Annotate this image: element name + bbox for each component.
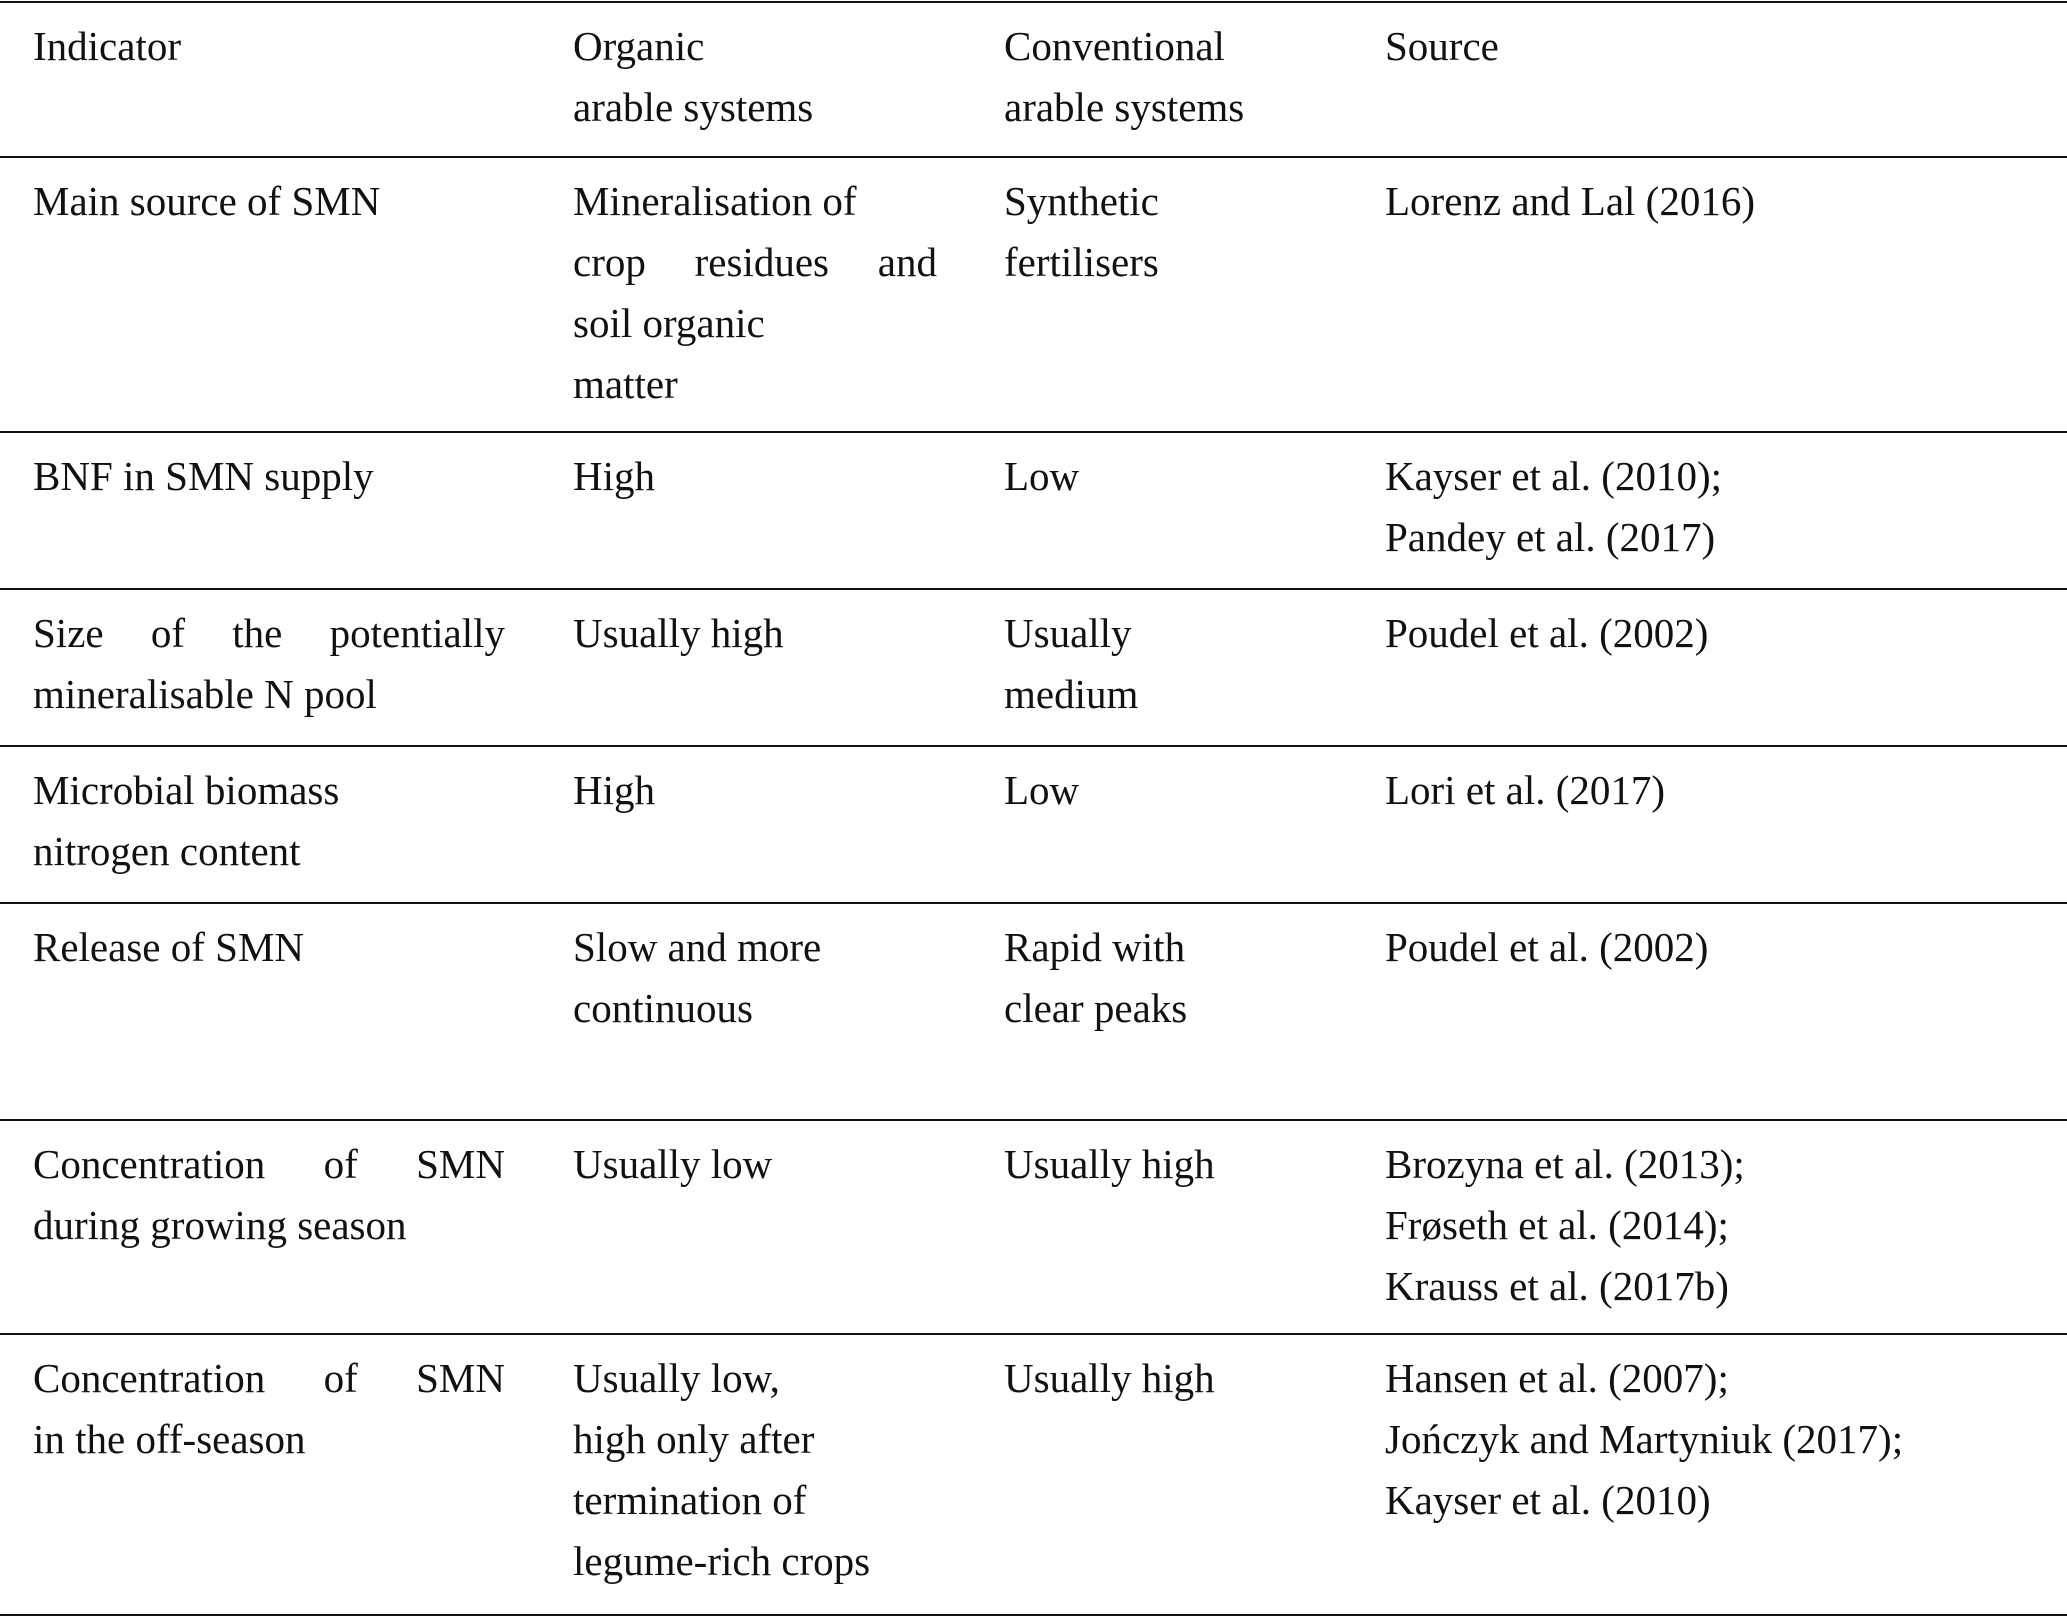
cell-source: Poudel et al. (2002) bbox=[1385, 917, 2045, 978]
cell-conventional: Low bbox=[1004, 446, 1304, 507]
top-rule bbox=[0, 1, 2067, 3]
cell-line: Mineralisation of bbox=[573, 178, 857, 224]
cell-organic: High bbox=[573, 760, 937, 821]
cell-line: Lorenz and Lal (2016) bbox=[1385, 178, 1755, 224]
cell-line: Frøseth et al. (2014); bbox=[1385, 1202, 1729, 1248]
cell-line: Rapid with bbox=[1004, 924, 1186, 970]
cell-line: matter bbox=[573, 361, 678, 407]
header-rule bbox=[0, 156, 2067, 158]
cell-line: Concentration of SMN bbox=[33, 1141, 505, 1187]
cell-line: Concentration of SMN bbox=[33, 1355, 505, 1401]
row-divider bbox=[0, 588, 2067, 590]
cell-organic: Slow and more continuous bbox=[573, 917, 937, 1039]
cell-line: Krauss et al. (2017b) bbox=[1385, 1263, 1729, 1309]
cell-line: Release of SMN bbox=[33, 924, 305, 970]
cell-line: Poudel et al. (2002) bbox=[1385, 924, 1709, 970]
cell-line: fertilisers bbox=[1004, 239, 1159, 285]
cell-conventional: Synthetic fertilisers bbox=[1004, 171, 1304, 293]
cell-line: Indicator bbox=[33, 23, 181, 69]
cell-line: Source bbox=[1385, 23, 1499, 69]
cell-indicator: Release of SMN bbox=[33, 917, 505, 978]
cell-line: high only after bbox=[573, 1416, 815, 1462]
cell-line: High bbox=[573, 767, 655, 813]
cell-organic: Mineralisation of crop residues and soil o… bbox=[573, 171, 937, 415]
cell-source: Brozyna et al. (2013); Frøseth et al. (20… bbox=[1385, 1134, 2045, 1317]
header-source: Source bbox=[1385, 16, 2045, 77]
cell-source: Poudel et al. (2002) bbox=[1385, 603, 2045, 664]
cell-line: Conventional bbox=[1004, 23, 1225, 69]
cell-indicator: Concentration of SMN in the off-season bbox=[33, 1348, 505, 1470]
cell-line: Usually low bbox=[573, 1141, 773, 1187]
cell-line: Low bbox=[1004, 453, 1080, 499]
cell-line: clear peaks bbox=[1004, 985, 1188, 1031]
row-divider bbox=[0, 902, 2067, 904]
cell-organic: Usually low, high only after termination o… bbox=[573, 1348, 937, 1592]
cell-indicator: Size of the potentially mineralisable N p… bbox=[33, 603, 505, 725]
cell-line: mineralisable N pool bbox=[33, 671, 377, 717]
cell-conventional: Rapid with clear peaks bbox=[1004, 917, 1304, 1039]
cell-line: Usually high bbox=[573, 610, 784, 656]
cell-line: arable systems bbox=[573, 84, 814, 130]
cell-conventional: Usually high bbox=[1004, 1134, 1304, 1195]
cell-line: nitrogen content bbox=[33, 828, 301, 874]
header-conventional: Conventional arable systems bbox=[1004, 16, 1304, 138]
cell-line: Usually high bbox=[1004, 1141, 1215, 1187]
cell-line: legume-rich crops bbox=[573, 1538, 871, 1584]
cell-line: Poudel et al. (2002) bbox=[1385, 610, 1709, 656]
header-organic: Organic arable systems bbox=[573, 16, 937, 138]
cell-line: Hansen et al. (2007); bbox=[1385, 1355, 1729, 1401]
cell-indicator: Main source of SMN bbox=[33, 171, 505, 232]
cell-line: Jończyk and Martyniuk (2017); bbox=[1385, 1416, 1904, 1462]
cell-organic: Usually high bbox=[573, 603, 937, 664]
cell-organic: High bbox=[573, 446, 937, 507]
row-divider bbox=[0, 745, 2067, 747]
cell-line: Usually low, bbox=[573, 1355, 780, 1401]
cell-line: Usually bbox=[1004, 610, 1132, 656]
cell-line: crop residues and bbox=[573, 239, 937, 285]
cell-line: Organic bbox=[573, 23, 705, 69]
cell-line: Size of the potentially bbox=[33, 610, 505, 656]
cell-line: medium bbox=[1004, 671, 1139, 717]
cell-line: Lori et al. (2017) bbox=[1385, 767, 1666, 813]
cell-line: Kayser et al. (2010) bbox=[1385, 1477, 1711, 1523]
cell-indicator: Microbial biomass nitrogen content bbox=[33, 760, 505, 882]
cell-indicator: Concentration of SMN during growing seaso… bbox=[33, 1134, 505, 1256]
cell-conventional: Low bbox=[1004, 760, 1304, 821]
cell-organic: Usually low bbox=[573, 1134, 937, 1195]
row-divider bbox=[0, 1333, 2067, 1335]
row-divider bbox=[0, 431, 2067, 433]
cell-line: Slow and more bbox=[573, 924, 822, 970]
cell-line: during growing season bbox=[33, 1202, 407, 1248]
cell-line: continuous bbox=[573, 985, 753, 1031]
cell-line: BNF in SMN supply bbox=[33, 453, 374, 499]
cell-line: Brozyna et al. (2013); bbox=[1385, 1141, 1745, 1187]
cell-line: Usually high bbox=[1004, 1355, 1215, 1401]
cell-line: Kayser et al. (2010); bbox=[1385, 453, 1722, 499]
cell-conventional: Usually high bbox=[1004, 1348, 1304, 1409]
cell-line: in the off-season bbox=[33, 1416, 306, 1462]
cell-indicator: BNF in SMN supply bbox=[33, 446, 505, 507]
cell-line: Microbial biomass bbox=[33, 767, 340, 813]
cell-line: Low bbox=[1004, 767, 1080, 813]
cell-line: termination of bbox=[573, 1477, 807, 1523]
cell-source: Hansen et al. (2007); Jończyk and Martyni… bbox=[1385, 1348, 2045, 1531]
cell-line: Main source of SMN bbox=[33, 178, 381, 224]
bottom-rule bbox=[0, 1614, 2067, 1616]
cell-conventional: Usually medium bbox=[1004, 603, 1304, 725]
cell-source: Kayser et al. (2010); Pandey et al. (2017… bbox=[1385, 446, 2045, 568]
cell-line: soil organic bbox=[573, 300, 765, 346]
row-divider bbox=[0, 1119, 2067, 1121]
cell-line: Pandey et al. (2017) bbox=[1385, 514, 1716, 560]
cell-source: Lori et al. (2017) bbox=[1385, 760, 2045, 821]
cell-line: Synthetic bbox=[1004, 178, 1159, 224]
header-indicator: Indicator bbox=[33, 16, 505, 77]
cell-line: arable systems bbox=[1004, 84, 1245, 130]
cell-line: High bbox=[573, 453, 655, 499]
cell-source: Lorenz and Lal (2016) bbox=[1385, 171, 2045, 232]
